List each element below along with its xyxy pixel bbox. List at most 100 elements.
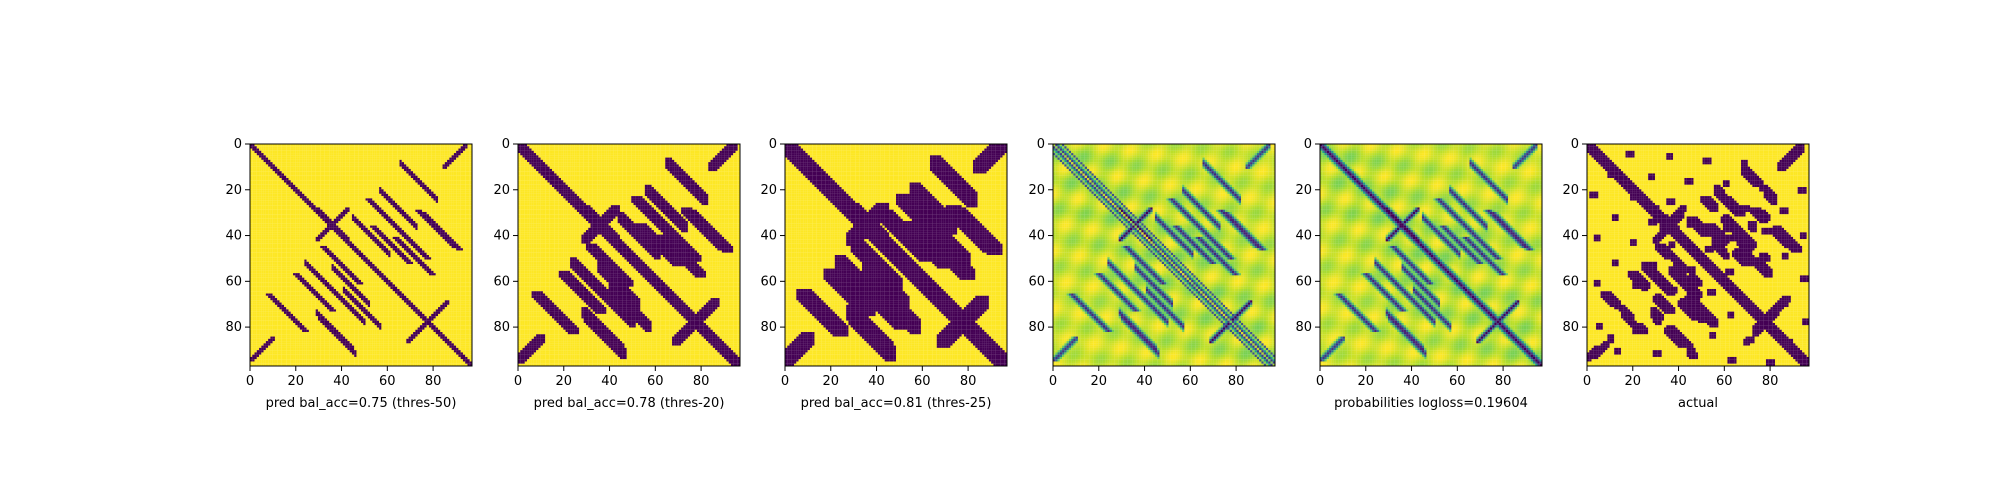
heatmap-cell xyxy=(379,160,381,162)
heatmap-cell xyxy=(266,146,268,148)
heatmap-cell xyxy=(320,160,322,162)
heatmap-cell xyxy=(359,164,361,166)
heatmap-cell xyxy=(381,173,383,175)
heatmap-cell xyxy=(393,176,395,178)
heatmap-cell xyxy=(255,167,257,169)
heatmap-cell xyxy=(343,169,345,171)
heatmap-cell xyxy=(295,160,297,162)
heatmap-cell xyxy=(411,158,413,160)
heatmap-cell xyxy=(390,173,392,175)
heatmap-cell xyxy=(400,167,402,169)
heatmap-cell xyxy=(415,176,417,178)
heatmap-cell xyxy=(270,155,272,157)
heatmap-cell xyxy=(433,149,435,151)
heatmap-cell xyxy=(289,160,291,162)
heatmap-cell xyxy=(336,176,338,178)
heatmap-cell xyxy=(449,169,451,171)
heatmap-cell xyxy=(300,153,302,155)
heatmap-cell xyxy=(413,169,415,171)
heatmap-cell xyxy=(370,164,372,166)
heatmap-cell xyxy=(332,146,334,148)
heatmap-cell xyxy=(393,173,395,175)
heatmap-cell xyxy=(413,162,415,164)
heatmap-cell xyxy=(422,155,424,157)
heatmap-cell xyxy=(304,158,306,160)
heatmap-cell xyxy=(456,149,458,151)
heatmap-cell xyxy=(359,171,361,173)
heatmap-cell xyxy=(257,153,259,155)
heatmap-cell xyxy=(298,167,300,169)
heatmap-cell xyxy=(368,151,370,153)
heatmap-cell xyxy=(361,155,363,157)
heatmap-cell xyxy=(291,155,293,157)
heatmap-cell xyxy=(350,169,352,171)
heatmap-cell xyxy=(313,160,315,162)
heatmap-cell xyxy=(377,169,379,171)
heatmap-cell xyxy=(252,173,254,175)
heatmap-cell xyxy=(388,149,390,151)
heatmap-cell xyxy=(268,169,270,171)
heatmap-cell xyxy=(318,149,320,151)
heatmap-cell xyxy=(427,167,429,169)
heatmap-cell xyxy=(338,169,340,171)
heatmap-cell xyxy=(402,173,404,175)
heatmap-cell xyxy=(327,171,329,173)
heatmap-cell xyxy=(327,160,329,162)
heatmap-cell xyxy=(273,153,275,155)
heatmap-cell xyxy=(338,167,340,169)
heatmap-cell xyxy=(302,158,304,160)
heatmap-cell xyxy=(257,173,259,175)
heatmap-cell xyxy=(393,155,395,157)
heatmap-cell xyxy=(447,160,449,162)
heatmap-cell xyxy=(264,164,266,166)
heatmap-cell xyxy=(347,153,349,155)
heatmap-cell xyxy=(436,153,438,155)
heatmap-cell xyxy=(409,167,411,169)
heatmap-cell xyxy=(302,162,304,164)
heatmap-cell xyxy=(341,176,343,178)
heatmap-cell xyxy=(424,176,426,178)
heatmap-cell xyxy=(390,153,392,155)
heatmap-cell xyxy=(350,173,352,175)
heatmap-cell xyxy=(409,176,411,178)
heatmap-cell xyxy=(259,173,261,175)
heatmap-cell xyxy=(356,176,358,178)
heatmap-cell xyxy=(286,146,288,148)
heatmap-cell xyxy=(311,173,313,175)
heatmap-cell xyxy=(300,151,302,153)
heatmap-cell xyxy=(318,162,320,164)
heatmap-cell xyxy=(449,164,451,166)
heatmap-cell xyxy=(438,155,440,157)
heatmap-cell xyxy=(427,160,429,162)
heatmap-cell xyxy=(293,158,295,160)
heatmap-cell xyxy=(279,149,281,151)
heatmap-cell xyxy=(447,167,449,169)
heatmap-cell xyxy=(307,160,309,162)
heatmap-cell xyxy=(252,171,254,173)
heatmap-cell xyxy=(402,176,404,178)
heatmap-cell xyxy=(338,173,340,175)
heatmap-cell xyxy=(345,158,347,160)
heatmap-cell xyxy=(311,153,313,155)
heatmap-cell xyxy=(418,164,420,166)
heatmap-cell xyxy=(275,164,277,166)
heatmap-cell xyxy=(302,149,304,151)
heatmap-cell xyxy=(433,160,435,162)
heatmap-cell xyxy=(316,158,318,160)
heatmap-cell xyxy=(284,162,286,164)
heatmap-cell xyxy=(259,158,261,160)
heatmap-cell xyxy=(338,171,340,173)
heatmap-cell xyxy=(420,151,422,153)
heatmap-cell xyxy=(411,160,413,162)
heatmap-cell xyxy=(388,169,390,171)
heatmap-cell xyxy=(338,146,340,148)
heatmap-cell xyxy=(350,160,352,162)
heatmap-cell xyxy=(284,149,286,151)
heatmap-cell xyxy=(359,169,361,171)
heatmap-cell xyxy=(384,160,386,162)
heatmap-cell xyxy=(304,151,306,153)
heatmap-cell xyxy=(284,169,286,171)
heatmap-cell xyxy=(375,162,377,164)
heatmap-cell xyxy=(377,173,379,175)
heatmap-cell xyxy=(386,167,388,169)
